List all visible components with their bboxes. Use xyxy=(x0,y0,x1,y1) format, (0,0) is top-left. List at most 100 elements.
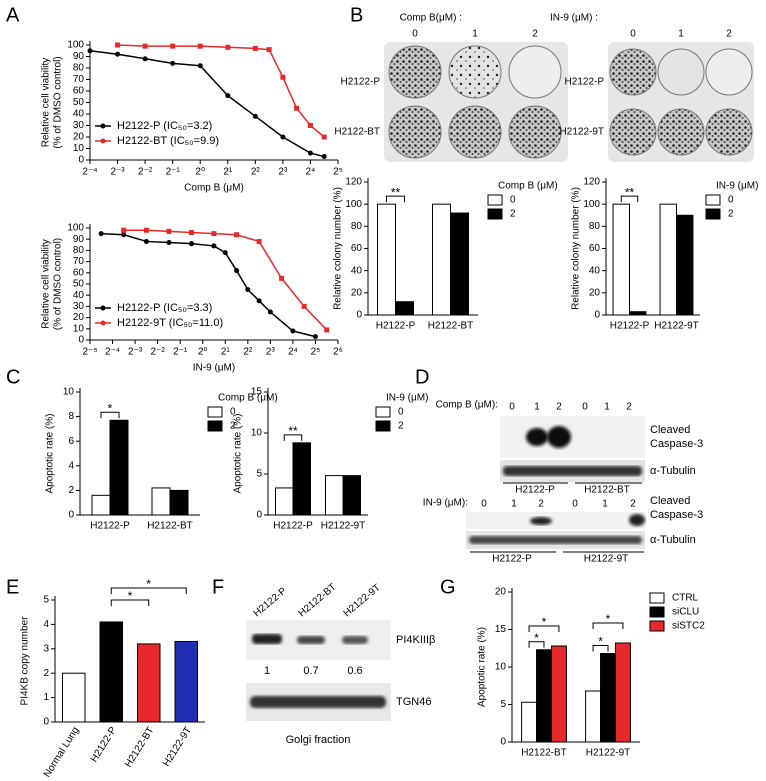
y-tick-label: 90 xyxy=(73,234,85,245)
ratio: 0.7 xyxy=(303,665,318,677)
band-label: PI4KIIIβ xyxy=(396,634,435,646)
significance-bracket xyxy=(386,195,405,203)
bar xyxy=(659,203,677,316)
y-tick-label: 60 xyxy=(73,86,85,97)
y-tick-label: 60 xyxy=(351,243,363,254)
y-tick-label: 5 xyxy=(500,699,506,710)
dose: 1 xyxy=(602,499,608,510)
band xyxy=(252,634,282,644)
y-tick-label: 0 xyxy=(43,717,49,728)
x-tick-label: 2⁻⁵ xyxy=(83,347,98,358)
x-tick-label: 2⁻² xyxy=(151,347,166,358)
y-axis-title: Relative cell viability xyxy=(41,239,52,328)
legend-label: H2122-P (IC₅₀=3.2) xyxy=(117,120,212,132)
point xyxy=(121,227,127,233)
point xyxy=(166,228,172,234)
x-tick-label: 2³ xyxy=(278,167,288,178)
band-label: Caspase-3 xyxy=(650,509,703,521)
bar xyxy=(62,672,86,723)
significance-bracket xyxy=(283,434,303,441)
dose: 1 xyxy=(678,29,684,40)
x-tick-label: H2122-P xyxy=(273,521,313,532)
x-tick-label: 2² xyxy=(251,167,261,178)
band xyxy=(503,466,642,476)
y-axis-title: Relative colony number (%) xyxy=(333,187,344,310)
legend-swatch xyxy=(375,420,391,432)
y-tick-label: 80 xyxy=(351,221,363,232)
point xyxy=(252,113,258,119)
ratio: 0.6 xyxy=(347,665,362,677)
well xyxy=(657,108,705,156)
x-tick-label: 2¹ xyxy=(221,347,231,358)
y-tick-label: 10 xyxy=(73,143,85,154)
point xyxy=(256,238,262,244)
group-label: H2122-P xyxy=(492,554,532,565)
y-tick-label: 20 xyxy=(351,287,363,298)
dose: 0 xyxy=(481,499,487,510)
y-tick-label: 30 xyxy=(73,301,85,312)
blot xyxy=(500,416,645,458)
legend-label: 2 xyxy=(230,421,236,432)
western-f xyxy=(246,620,391,721)
lane-label: H2122-P xyxy=(252,585,290,619)
band-label: α-Tubulin xyxy=(650,465,696,477)
point xyxy=(142,56,148,62)
x-tick-label: H2122-BT xyxy=(521,748,567,759)
well xyxy=(508,105,562,159)
y-tick-label: 20 xyxy=(495,587,507,598)
point xyxy=(115,51,121,57)
legend-marker xyxy=(100,123,106,129)
dose: 2 xyxy=(532,29,538,40)
x-tick-label: 2⁴ xyxy=(288,347,298,358)
row-label: H2122-P xyxy=(341,77,381,88)
curve xyxy=(123,229,328,331)
well xyxy=(705,108,753,156)
group-label: H2122-9T xyxy=(584,554,628,565)
band xyxy=(547,426,571,448)
bar xyxy=(450,212,469,316)
point xyxy=(321,154,327,160)
legend-swatch xyxy=(649,592,665,604)
well xyxy=(388,45,442,99)
caption: Golgi fraction xyxy=(286,734,351,746)
legend-label: 2 xyxy=(510,209,516,220)
point xyxy=(115,42,121,48)
x-tick-label: 2¹ xyxy=(223,167,233,178)
point xyxy=(245,287,251,293)
y-axis-title: Apoptotic rate (%) xyxy=(477,627,488,707)
legend-marker xyxy=(100,138,106,144)
well xyxy=(609,108,657,156)
legend-label: H2122-9T (IC₅₀=11.0) xyxy=(117,317,223,329)
bar xyxy=(395,301,414,316)
significance: * xyxy=(542,615,547,629)
significance-bracket xyxy=(528,641,545,648)
x-tick-label: H2122-P xyxy=(610,321,650,332)
legend-label: 0 xyxy=(230,407,236,418)
bar xyxy=(377,203,396,316)
y-tick-label: 120 xyxy=(345,177,362,188)
x-axis-title: Comp B (μM) xyxy=(184,183,244,194)
lane-label: H2122-BT xyxy=(297,582,339,620)
y-tick-label: 120 xyxy=(583,177,600,188)
well xyxy=(609,48,657,96)
band-label: α-Tubulin xyxy=(650,534,696,546)
panel-label: G xyxy=(440,576,456,598)
well xyxy=(657,48,705,96)
treatment: IN-9 (μM) : xyxy=(550,13,598,24)
significance-bracket xyxy=(528,625,560,632)
ratio: 1 xyxy=(264,665,270,677)
y-tick-label: 50 xyxy=(73,279,85,290)
bar xyxy=(629,311,647,316)
point xyxy=(211,243,217,249)
bar xyxy=(325,475,344,516)
y-tick-label: 40 xyxy=(589,265,601,276)
point xyxy=(197,43,203,49)
y-tick-label: 10 xyxy=(495,662,507,673)
bar xyxy=(151,487,171,516)
legend-swatch xyxy=(487,194,503,206)
significance: * xyxy=(534,631,539,645)
legend-swatch xyxy=(207,406,223,418)
y-tick-label: 0 xyxy=(68,510,74,521)
point xyxy=(307,150,313,156)
significance: * xyxy=(598,635,603,649)
